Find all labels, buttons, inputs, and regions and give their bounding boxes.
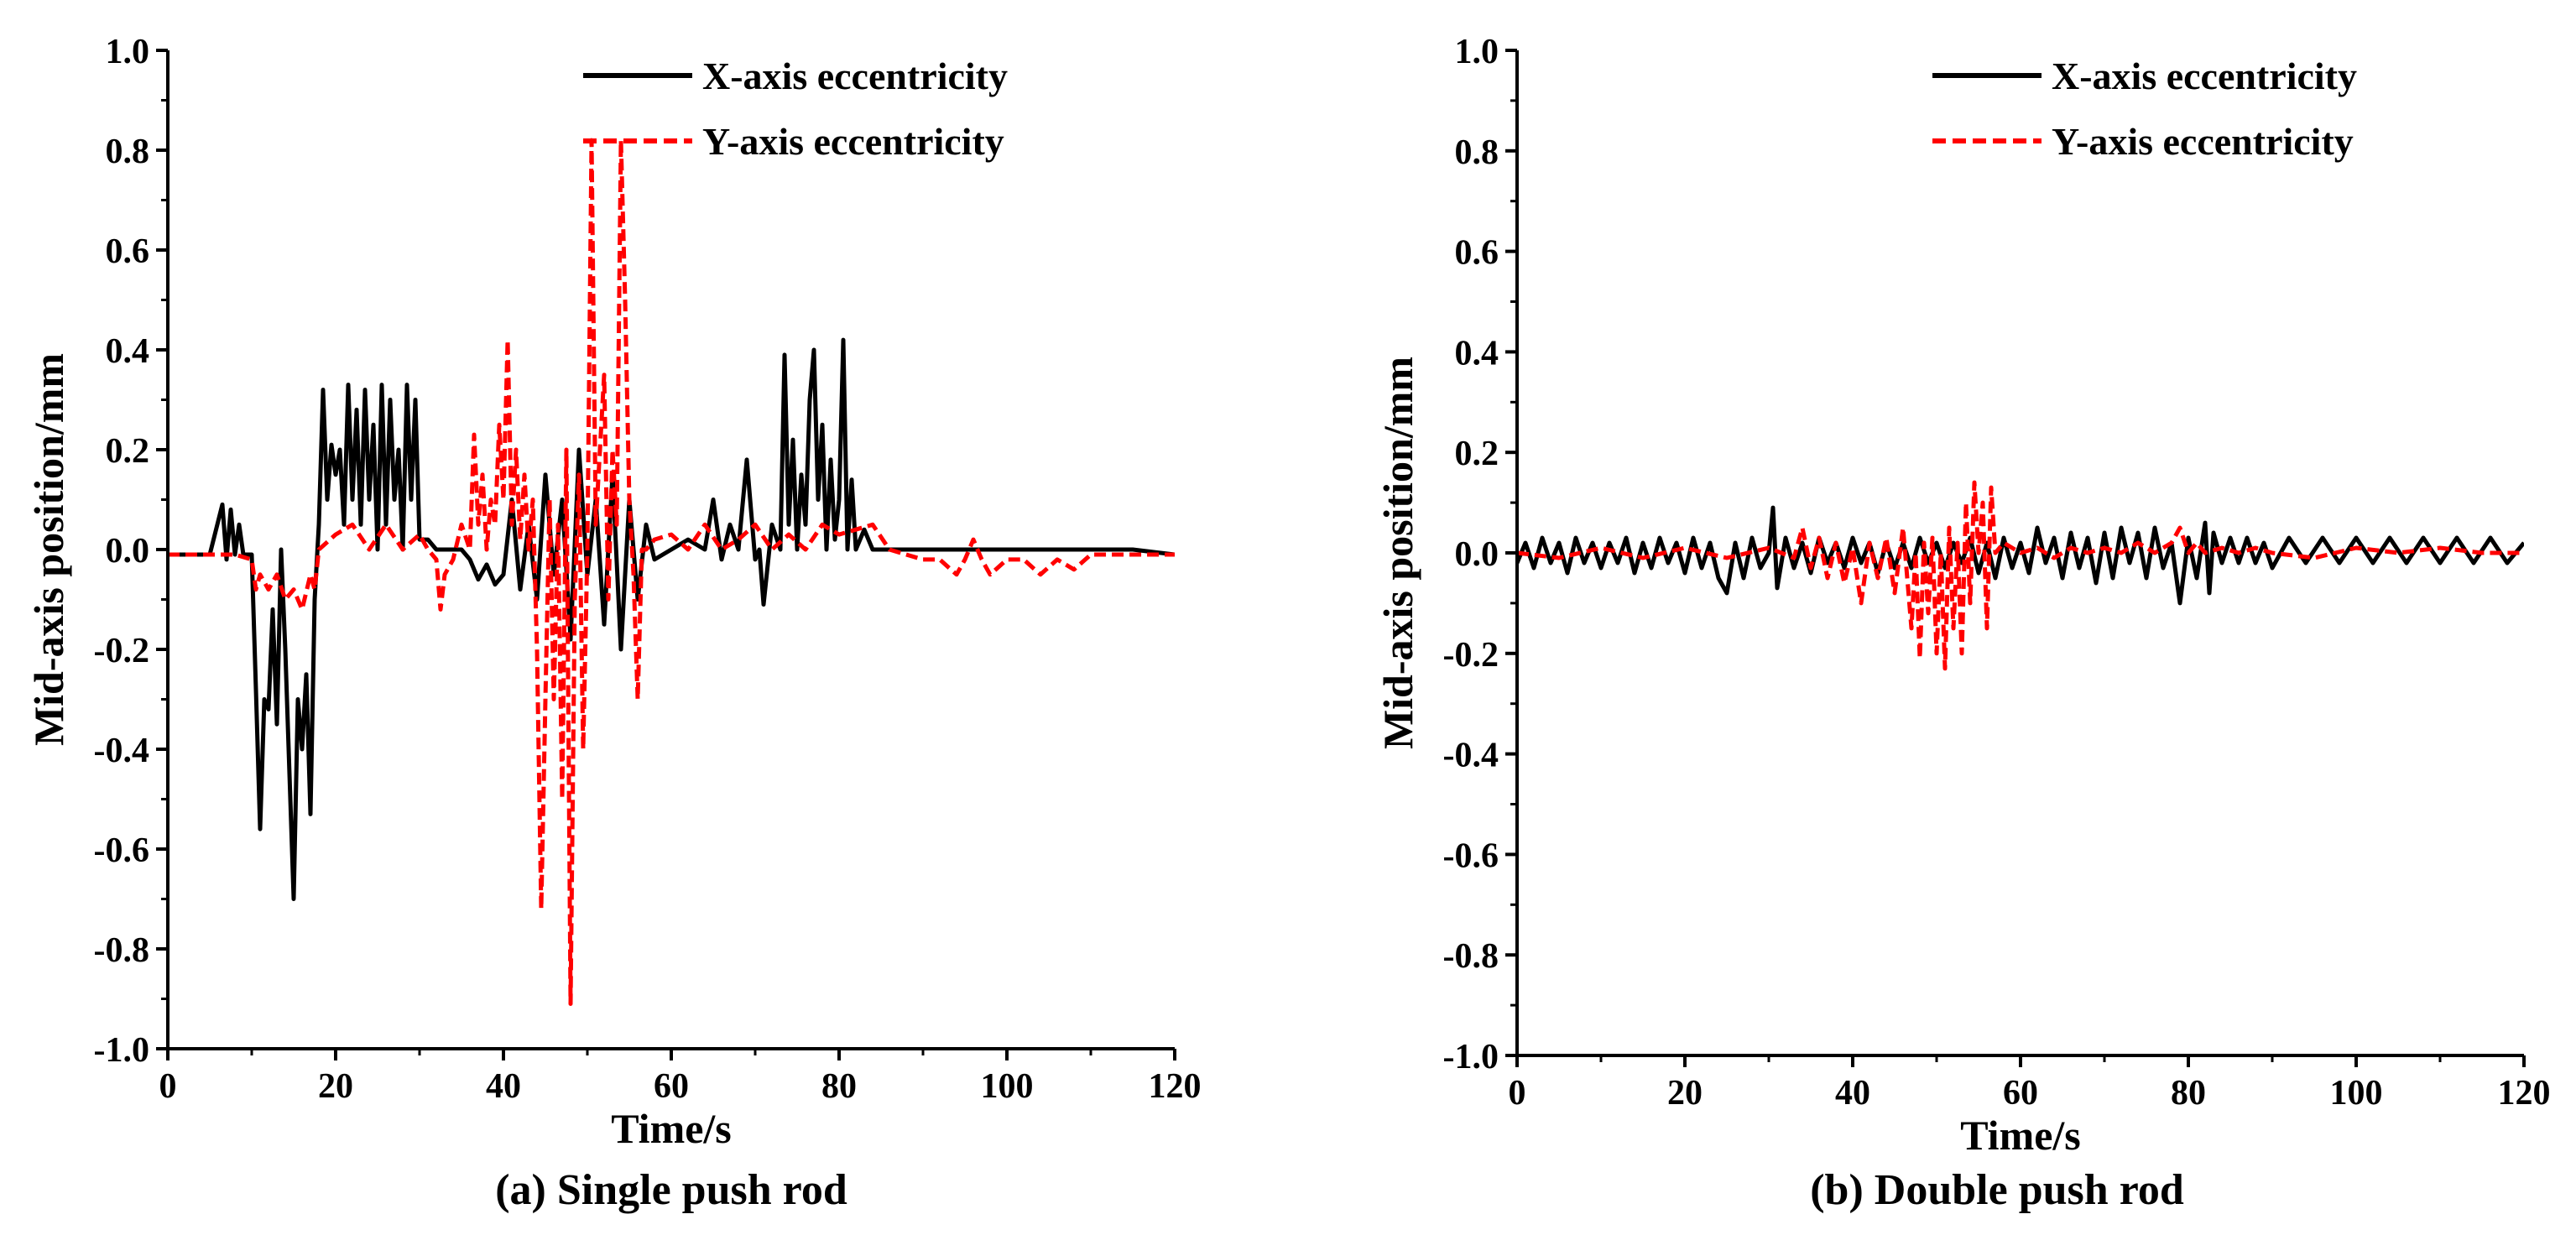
- x-tick-label: 60: [654, 1067, 689, 1106]
- y-tick-label: -0.6: [1443, 836, 1499, 875]
- y-tick-label: -0.2: [1443, 636, 1499, 675]
- chart-panel-a: -1.0 -0.8 -0.6 -0.4 -0.2 0.0 0.2 0.4 0.6 0.8 1.0 0 2…: [25, 33, 1202, 1214]
- legend-label: Y-axis eccentricity: [702, 120, 1004, 163]
- y-tick-label: -1.0: [1443, 1038, 1499, 1076]
- y-tick-label: -1.0: [94, 1031, 150, 1070]
- y-tick-label: -0.4: [94, 732, 150, 770]
- y-tick-label: 0.4: [106, 332, 150, 371]
- y-tick-label: 0.8: [1455, 133, 1499, 172]
- x-axis-title: Time/s: [611, 1105, 732, 1152]
- y-tick-label: 0.6: [106, 232, 150, 271]
- y-tick-label: -0.2: [94, 632, 150, 670]
- x-tick-label: 0: [159, 1067, 177, 1106]
- x-tick-label: 80: [2171, 1074, 2206, 1113]
- y-tick-label: -0.4: [1443, 737, 1499, 775]
- y-tick-label: 0.2: [106, 432, 150, 471]
- y-axis-title: Mid-axis position/mm: [25, 353, 72, 746]
- chart-panel-b: -1.0 -0.8 -0.6 -0.4 -0.2 0.0 0.2 0.4 0.6 0.8 1.0 0 2…: [1374, 33, 2551, 1214]
- series-line-y-axis: [168, 138, 1175, 1006]
- x-axis-title: Time/s: [1960, 1112, 2081, 1159]
- legend-label: X-axis eccentricity: [2052, 55, 2357, 97]
- x-tick-label: 120: [1149, 1067, 1202, 1106]
- y-tick-label: -0.8: [94, 931, 150, 970]
- series-line-y-axis: [1517, 480, 2524, 671]
- y-tick-label: 0.0: [1455, 535, 1499, 574]
- legend-label: X-axis eccentricity: [702, 55, 1008, 97]
- y-axis-title: Mid-axis position/mm: [1374, 357, 1421, 749]
- y-tick-label: 0.2: [1455, 435, 1499, 473]
- series-line-x-axis: [168, 337, 1175, 901]
- x-tick-label: 80: [821, 1067, 857, 1106]
- y-tick-label: -0.6: [94, 831, 150, 870]
- legend: X-axis eccentricity Y-axis eccentricity: [1932, 55, 2357, 163]
- y-tick-label: 0.6: [1455, 234, 1499, 273]
- y-tick-label: 1.0: [1455, 33, 1499, 71]
- x-tick-label: 20: [318, 1067, 353, 1106]
- panel-caption: (a) Single push rod: [495, 1166, 847, 1214]
- series-line-x-axis: [1517, 505, 2524, 606]
- x-tick-label: 40: [1835, 1074, 1870, 1113]
- legend: X-axis eccentricity Y-axis eccentricity: [583, 55, 1008, 163]
- series-group: [168, 138, 1175, 1006]
- y-tick-label: 0.0: [106, 532, 150, 571]
- y-tick-label: 1.0: [106, 33, 150, 71]
- x-tick-label: 0: [1509, 1074, 1526, 1113]
- series-group: [1517, 480, 2524, 671]
- y-tick-label: 0.4: [1455, 334, 1499, 373]
- panel-caption: (b) Double push rod: [1810, 1166, 2184, 1214]
- y-tick-label: 0.8: [106, 133, 150, 171]
- x-tick-label: 120: [2498, 1074, 2551, 1113]
- x-tick-label: 100: [2330, 1074, 2383, 1113]
- x-tick-label: 40: [486, 1067, 521, 1106]
- y-tick-label: -0.8: [1443, 937, 1499, 976]
- legend-label: Y-axis eccentricity: [2052, 120, 2354, 163]
- x-tick-label: 60: [2003, 1074, 2038, 1113]
- x-tick-label: 20: [1667, 1074, 1703, 1113]
- x-tick-label: 100: [981, 1067, 1034, 1106]
